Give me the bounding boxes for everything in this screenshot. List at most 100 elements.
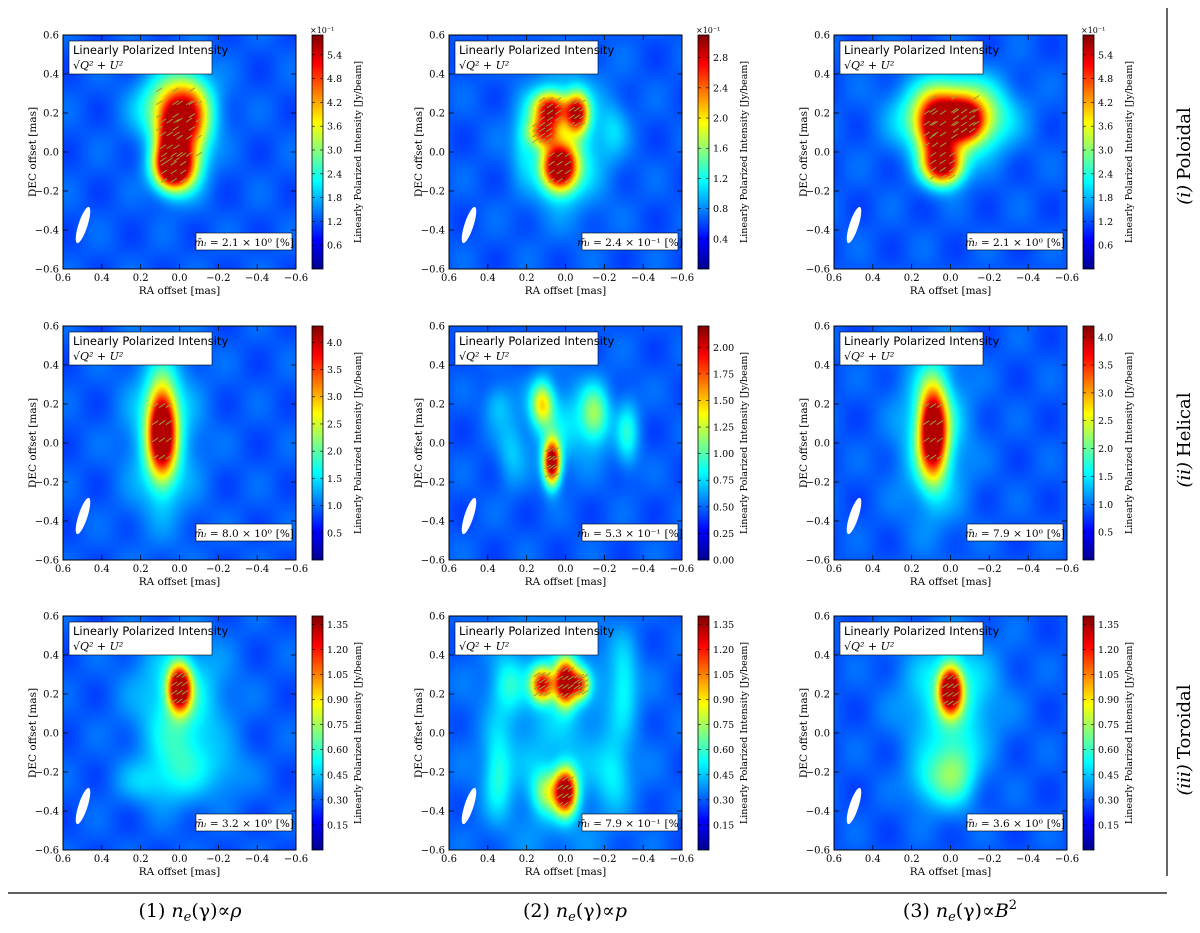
polarization-vector: [581, 684, 589, 690]
polarization-vector: [176, 100, 183, 106]
polarization-vector: [538, 672, 546, 678]
polarization-vector: [170, 160, 177, 166]
x-tick-label: −0.2: [592, 854, 616, 865]
polarization-vector: [951, 120, 958, 126]
colorbar-tick-label: 4.0: [327, 338, 342, 349]
polarization-vector: [181, 672, 189, 678]
polarization-vector: [176, 151, 183, 157]
panel-title-box: Linearly Polarized Intensity √Q² + U²: [68, 40, 228, 75]
polarization-vector: [170, 672, 178, 678]
mean-polarization-box: m̄ₗ = 5.3 × 10⁻¹ [%]: [577, 523, 683, 542]
x-tick-label: −0.2: [592, 564, 616, 575]
polarization-vector: [567, 675, 575, 681]
colorbar-tick-label: 3.6: [327, 122, 342, 133]
polarization-vector: [544, 472, 552, 478]
title-box-frame: [454, 621, 599, 656]
colorbar-tick-label: 2.0: [713, 114, 728, 125]
x-tick-label: −0.6: [1055, 273, 1079, 284]
polarization-vector: [195, 100, 202, 106]
polarization-vector: [573, 689, 581, 695]
polarization-vectors: [170, 672, 189, 704]
polarization-vector: [548, 455, 556, 461]
panel-title-box: Linearly Polarized Intensity √Q² + U²: [68, 331, 228, 366]
polarization-vector: [533, 678, 541, 684]
colorbar-tick-label: 1.75: [713, 369, 734, 380]
polarization-vector: [941, 683, 949, 689]
polarization-vector: [170, 690, 178, 695]
panel-title-box: Linearly Polarized Intensity √Q² + U²: [454, 621, 614, 656]
polarization-vector: [548, 472, 556, 478]
y-tick-label: −0.6: [421, 556, 445, 567]
mean-box-frame: [581, 523, 679, 542]
polarization-vector: [936, 454, 944, 460]
mean-value: 2.1 × 10⁰: [993, 237, 1043, 249]
panel-title: Linearly Polarized Intensity: [73, 624, 228, 638]
mean-polarization-box: m̄ₗ = 7.9 × 10⁻¹ [%]: [577, 813, 683, 832]
polarization-vector: [931, 142, 939, 148]
polarization-vector: [532, 132, 539, 138]
polarization-vector: [564, 169, 572, 175]
polarization-vector: [188, 113, 196, 118]
polarization-vector: [554, 109, 562, 115]
colorbar-tick-label: 0.60: [713, 745, 734, 756]
mean-value: 7.9 × 10⁰: [993, 528, 1043, 540]
mean-polarization-text: m̄ₗ = 2.1 × 10⁰ [%]: [194, 237, 294, 249]
y-tick-label: −0.4: [421, 226, 445, 237]
y-tick-label: 0.0: [814, 729, 830, 740]
polarization-vector: [156, 100, 163, 106]
y-tick-label: −0.2: [421, 768, 445, 779]
polarization-vector: [564, 152, 572, 158]
colorbar-tick-label: 3.0: [327, 392, 342, 403]
colorbar-label: Linearly Polarized Intensity [Jy/beam]: [739, 642, 750, 824]
x-axis-label: RA offset [mas]: [139, 866, 221, 878]
colorbar-tick-label: 0.60: [1098, 745, 1119, 756]
y-tick-label: 0.6: [429, 322, 445, 333]
mean-label: m̄ₗ =: [577, 237, 605, 249]
x-tick-label: 0.0: [558, 273, 574, 284]
polarization-vector: [552, 447, 560, 453]
polarization-vector: [573, 684, 581, 690]
polarization-vector: [181, 681, 189, 687]
polarization-vector: [173, 118, 180, 124]
x-tick-label: 0.0: [558, 854, 574, 865]
polarization-vectors: [532, 97, 586, 183]
y-tick-label: 0.0: [814, 148, 830, 159]
polarization-vector: [952, 128, 960, 133]
y-axis-label: DEC offset [mas]: [413, 107, 425, 197]
polarization-vector: [581, 679, 589, 684]
polarization-vector: [160, 178, 168, 183]
x-axis-label: RA offset [mas]: [525, 285, 607, 297]
colorbar-tick-label: 1.2: [713, 174, 728, 185]
polarization-vector: [931, 131, 939, 137]
x-tick-label: −0.6: [284, 564, 308, 575]
mean-polarization-box: m̄ₗ = 3.6 × 10⁰ [%]: [965, 813, 1065, 832]
colorbar-tick-label: 1.2: [327, 217, 342, 228]
colorbar-tick-label: 0.30: [327, 795, 348, 806]
y-tick-label: −0.6: [806, 556, 830, 567]
colorbar-label: Linearly Polarized Intensity [Jy/beam]: [1124, 352, 1135, 534]
polarization-vector: [176, 681, 183, 687]
polarization-vector: [952, 691, 960, 697]
colorbar-tick-label: 0.4: [713, 234, 728, 245]
mean-unit: [%]: [665, 818, 683, 830]
x-axis-label: RA offset [mas]: [139, 576, 221, 588]
polarization-vector: [170, 169, 177, 175]
polarization-vector: [533, 672, 541, 678]
mean-unit: [%]: [1047, 818, 1065, 830]
y-tick-label: 0.2: [43, 109, 59, 120]
polarization-vector: [567, 667, 575, 672]
polarization-vector: [939, 120, 947, 126]
polarization-vector: [159, 131, 167, 137]
panel-title: Linearly Polarized Intensity: [459, 624, 614, 638]
mean-label: m̄ₗ =: [194, 237, 222, 249]
polarization-vector: [923, 120, 931, 126]
panel-title: Linearly Polarized Intensity: [459, 43, 614, 57]
mean-polarization-box: m̄ₗ = 7.9 × 10⁰ [%]: [965, 523, 1065, 542]
panel-poloidal-p: Linearly Polarized Intensity √Q² + U² m̄ₗ …: [413, 26, 750, 297]
y-tick-label: −0.2: [35, 768, 59, 779]
polarization-vector: [172, 125, 179, 131]
colorbar-tick-label: 0.90: [713, 695, 734, 706]
x-tick-label: 0.6: [55, 273, 71, 284]
x-tick-label: 0.6: [55, 854, 71, 865]
x-tick-label: 0.6: [826, 854, 842, 865]
